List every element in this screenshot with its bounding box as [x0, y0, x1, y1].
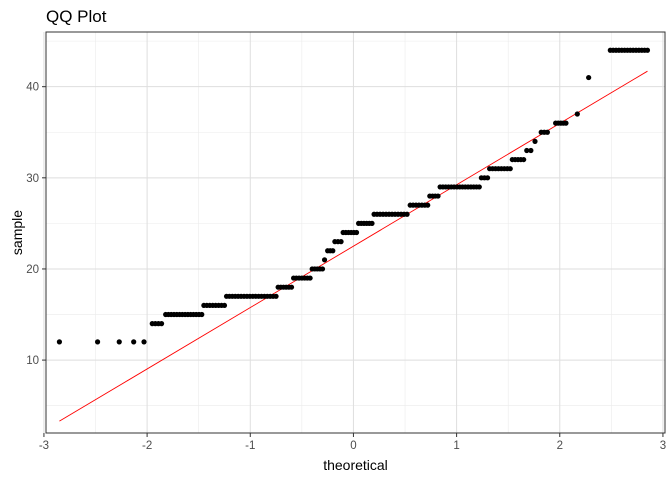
x-tick-label: 1	[453, 440, 459, 452]
data-point	[56, 339, 63, 345]
data-point	[338, 239, 344, 245]
data-point	[435, 193, 441, 199]
data-point	[521, 156, 527, 163]
points-layer	[56, 47, 651, 345]
data-point	[94, 339, 101, 345]
data-point	[307, 275, 313, 281]
x-tick-label: 2	[557, 440, 563, 452]
data-point	[199, 311, 205, 318]
y-tick-label: 20	[26, 264, 39, 276]
y-tick-label: 40	[26, 82, 39, 94]
data-point	[330, 248, 336, 254]
reference-line-layer	[59, 70, 648, 422]
data-point	[158, 321, 165, 327]
x-tick-label: -1	[245, 440, 255, 452]
data-point	[273, 293, 279, 299]
data-point	[528, 147, 534, 154]
reference-line	[59, 70, 648, 422]
data-point	[574, 111, 580, 117]
data-point	[484, 175, 491, 181]
x-axis-title: theoretical	[323, 457, 388, 473]
data-point	[319, 266, 326, 272]
y-tick-label: 30	[26, 173, 39, 185]
data-point	[563, 120, 569, 126]
data-point	[524, 147, 530, 154]
chart-title: QQ Plot	[46, 7, 107, 26]
x-tick-label: -2	[142, 440, 152, 452]
y-axis-ticks: 10 20 30 40	[26, 82, 46, 367]
x-tick-label: 3	[660, 440, 666, 452]
plot-panel-border	[45, 31, 666, 434]
x-tick-label: -3	[39, 440, 49, 452]
data-point	[476, 184, 482, 190]
data-point	[586, 74, 592, 81]
data-point	[221, 302, 228, 309]
data-point	[353, 229, 360, 236]
data-point	[369, 220, 375, 226]
y-axis-title: sample	[9, 210, 25, 255]
data-point	[288, 284, 295, 290]
data-point	[404, 211, 410, 217]
data-point	[544, 129, 550, 135]
data-point	[141, 339, 147, 345]
data-point	[131, 339, 137, 345]
x-axis-ticks: -3 -2 -1 0 1 2 3	[39, 433, 666, 452]
data-point	[507, 166, 513, 172]
data-point	[644, 47, 651, 53]
data-point	[116, 339, 122, 345]
y-tick-label: 10	[26, 355, 39, 367]
data-point	[532, 138, 538, 144]
data-point	[321, 257, 328, 263]
data-point	[425, 202, 431, 208]
x-tick-label: 0	[350, 440, 356, 452]
